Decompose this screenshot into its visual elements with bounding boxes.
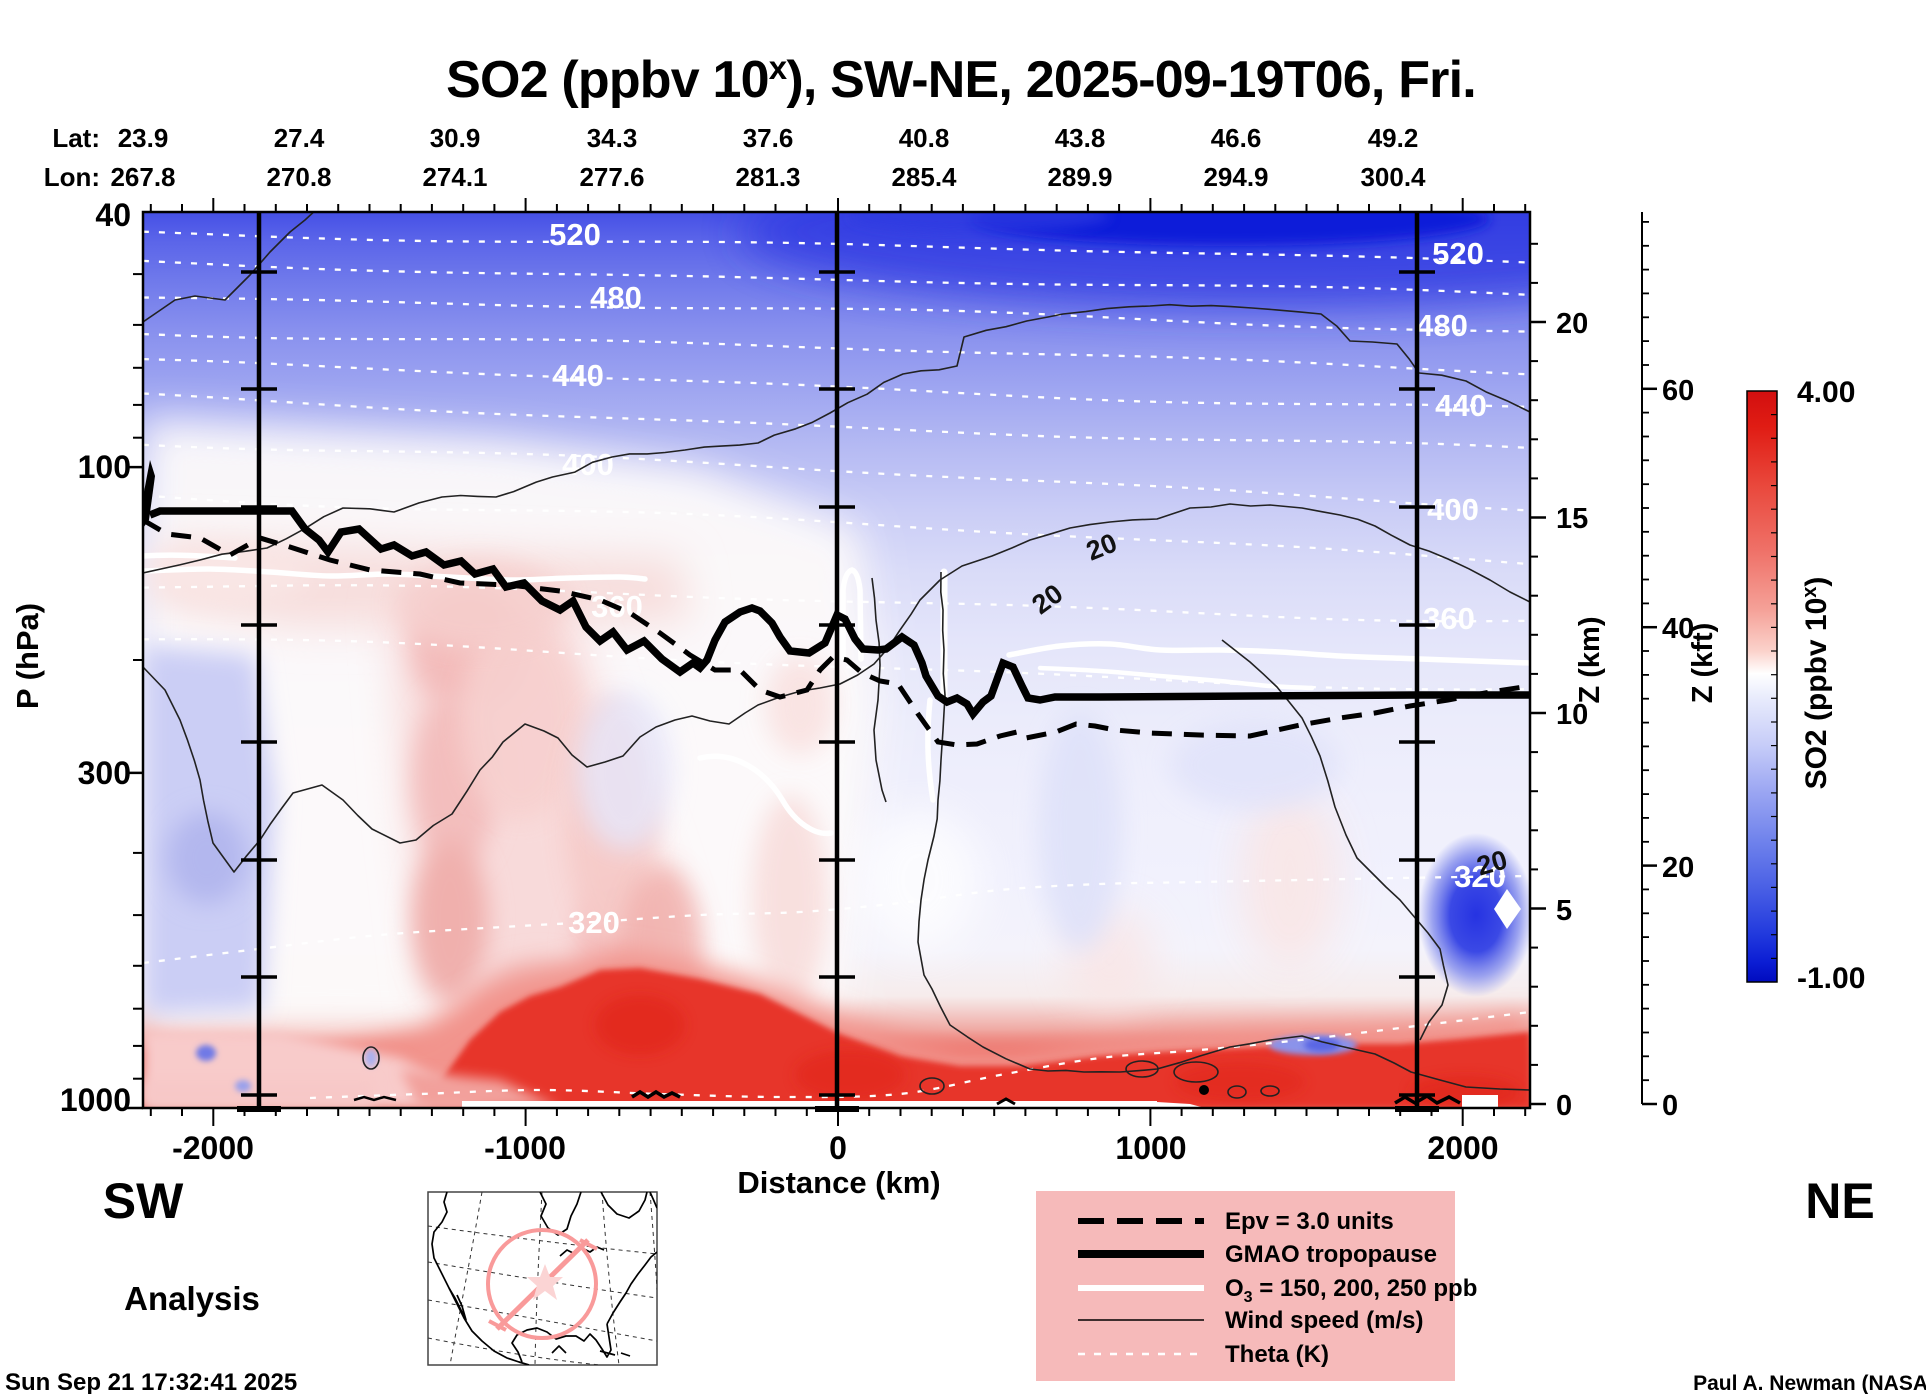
svg-text:46.6: 46.6 [1211,123,1262,153]
svg-text:NE: NE [1805,1173,1874,1229]
svg-text:40: 40 [95,197,131,233]
svg-text:440: 440 [1435,388,1487,423]
svg-text:300.4: 300.4 [1360,162,1426,192]
svg-text:37.6: 37.6 [743,123,794,153]
svg-text:34.3: 34.3 [587,123,638,153]
svg-text:Analysis: Analysis [124,1280,260,1317]
svg-text:49.2: 49.2 [1368,123,1419,153]
svg-text:O3 = 150, 200, 250 ppb: O3 = 150, 200, 250 ppb [1225,1275,1477,1306]
svg-text:P (hPa): P (hPa) [10,603,45,709]
svg-text:1000: 1000 [1115,1130,1186,1166]
svg-text:320: 320 [568,905,620,940]
svg-text:43.8: 43.8 [1055,123,1106,153]
svg-text:27.4: 27.4 [274,123,325,153]
svg-text:440: 440 [552,358,604,393]
svg-text:270.8: 270.8 [266,162,331,192]
svg-text:Lat:: Lat: [52,123,100,153]
svg-text:60: 60 [1662,375,1694,407]
svg-text:0: 0 [1662,1090,1678,1122]
svg-text:294.9: 294.9 [1203,162,1268,192]
svg-text:281.3: 281.3 [735,162,800,192]
svg-text:-1.00: -1.00 [1797,962,1865,995]
svg-text:285.4: 285.4 [891,162,957,192]
svg-text:320: 320 [1454,859,1506,894]
svg-text:520: 520 [549,217,601,252]
svg-text:520: 520 [1432,236,1484,271]
svg-text:Paul A. Newman (NASA: Paul A. Newman (NASA [1693,1372,1926,1394]
svg-text:480: 480 [590,280,642,315]
svg-text:2000: 2000 [1427,1130,1498,1166]
svg-text:SW: SW [103,1173,184,1229]
svg-text:480: 480 [1416,308,1468,343]
svg-text:4.00: 4.00 [1797,376,1855,409]
svg-text:5: 5 [1556,895,1572,927]
svg-text:-2000: -2000 [172,1130,254,1166]
svg-text:Theta (K): Theta (K) [1225,1341,1329,1368]
svg-text:40.8: 40.8 [899,123,950,153]
svg-text:267.8: 267.8 [110,162,175,192]
svg-text:20: 20 [1556,308,1588,340]
svg-text:SO2 (ppbv 10x): SO2 (ppbv 10x) [1799,577,1833,790]
svg-text:1000: 1000 [60,1082,131,1118]
svg-text:Z (kft): Z (kft) [1687,623,1719,704]
svg-text:40: 40 [1662,613,1694,645]
svg-text:274.1: 274.1 [422,162,487,192]
svg-text:277.6: 277.6 [579,162,644,192]
svg-text:10: 10 [1556,699,1588,731]
svg-text:GMAO tropopause: GMAO tropopause [1225,1241,1437,1268]
svg-text:23.9: 23.9 [118,123,169,153]
svg-text:400: 400 [1427,492,1479,527]
svg-text:Lon:: Lon: [44,162,100,192]
svg-text:SO2 (ppbv 10x), SW-NE, 2025-09: SO2 (ppbv 10x), SW-NE, 2025-09-19T06, Fr… [446,49,1476,109]
svg-text:360: 360 [1423,601,1475,636]
svg-text:Sun Sep 21 17:32:41 2025: Sun Sep 21 17:32:41 2025 [5,1369,297,1394]
svg-text:Distance (km): Distance (km) [737,1165,940,1200]
svg-text:0: 0 [1556,1090,1572,1122]
svg-text:-1000: -1000 [484,1130,566,1166]
svg-text:300: 300 [78,755,131,791]
svg-text:289.9: 289.9 [1047,162,1112,192]
svg-text:100: 100 [78,449,131,485]
svg-text:30.9: 30.9 [430,123,481,153]
svg-text:Z (km): Z (km) [1574,617,1606,704]
svg-text:0: 0 [829,1130,847,1166]
svg-text:Epv = 3.0 units: Epv = 3.0 units [1225,1208,1394,1235]
svg-text:Wind speed (m/s): Wind speed (m/s) [1225,1307,1423,1334]
svg-text:15: 15 [1556,503,1588,535]
svg-text:20: 20 [1662,852,1694,884]
